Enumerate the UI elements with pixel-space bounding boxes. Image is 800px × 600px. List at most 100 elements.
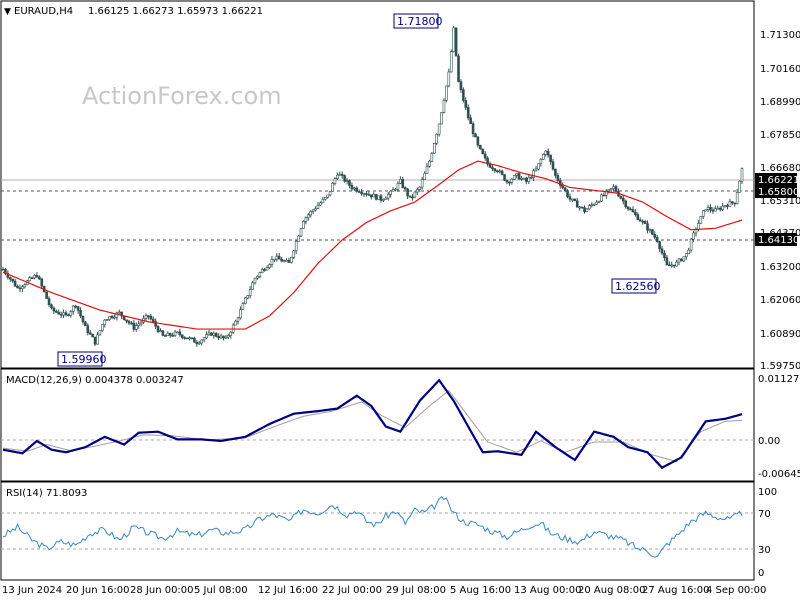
candle-body xyxy=(495,170,499,173)
candle-body xyxy=(435,133,439,144)
xtick-label: 29 Jul 08:00 xyxy=(386,585,446,596)
candle-body xyxy=(585,208,589,213)
candle-body xyxy=(212,333,216,336)
candle-body xyxy=(292,250,296,258)
candle-body xyxy=(323,197,327,200)
candle-body xyxy=(183,337,187,339)
candle-body xyxy=(374,194,378,200)
level-tag-1-65800-label: 1.65800 xyxy=(758,187,799,198)
level-tag-1-64130 xyxy=(755,233,797,246)
candle-body xyxy=(571,198,574,201)
candle-body xyxy=(658,241,661,250)
candle-body xyxy=(425,166,429,174)
candle-body xyxy=(716,207,720,210)
candle-body xyxy=(476,136,480,146)
candle-body xyxy=(290,256,293,263)
candle-body xyxy=(137,323,140,326)
candle-body xyxy=(648,229,652,232)
candle-body xyxy=(156,326,160,332)
candle-body xyxy=(554,168,557,176)
candle-body xyxy=(699,216,703,224)
candle-body xyxy=(171,335,174,337)
candle-body xyxy=(491,167,494,169)
macd-ytick-label: 0.00 xyxy=(758,436,780,447)
candle-body xyxy=(13,280,17,287)
candle-body xyxy=(355,187,359,192)
watermark: ActionForex.com xyxy=(82,82,282,110)
candle-body xyxy=(600,194,603,202)
candle-body xyxy=(432,143,436,154)
rsi-line xyxy=(2,496,743,558)
candle-body xyxy=(348,180,351,186)
candle-body xyxy=(55,310,58,313)
candle-body xyxy=(173,331,177,336)
rsi-ytick-label: 0 xyxy=(758,568,764,579)
candle-body xyxy=(115,312,119,318)
candle-body xyxy=(517,173,521,180)
candle-body xyxy=(505,180,509,183)
candle-body xyxy=(125,319,128,322)
candle-body xyxy=(682,256,686,262)
candle-body xyxy=(670,264,674,267)
candle-body xyxy=(222,335,225,339)
candle-body xyxy=(709,207,712,211)
high-label-box: 1.71800 xyxy=(393,13,443,29)
candle-body xyxy=(285,259,288,262)
candle-body xyxy=(413,191,417,198)
candle-body xyxy=(101,324,104,331)
candle-body xyxy=(275,255,279,260)
macd-panel-frame xyxy=(0,368,755,482)
candle-body xyxy=(253,277,257,284)
candle-body xyxy=(735,192,739,205)
xtick-label: 13 Aug 00:00 xyxy=(514,585,581,596)
candle-body xyxy=(445,85,448,101)
candle-body xyxy=(263,269,266,271)
candle-body xyxy=(251,282,254,290)
candle-body xyxy=(457,55,460,82)
candle-body xyxy=(304,217,308,222)
low-label-box-1: 1.59960 xyxy=(57,351,107,367)
candle-body xyxy=(91,333,94,338)
candle-body xyxy=(96,334,99,345)
candle-body xyxy=(641,220,644,223)
candle-body xyxy=(391,189,395,192)
candle-body xyxy=(399,179,402,184)
level-tag-1-64130-label: 1.64130 xyxy=(758,235,799,246)
candle-body xyxy=(372,194,376,198)
candle-body xyxy=(665,257,669,266)
candle-body xyxy=(210,332,213,336)
candle-body xyxy=(638,219,642,222)
rsi-ytick-label: 70 xyxy=(758,509,771,520)
chart-header-arrow-icon: ▼ xyxy=(4,7,11,17)
candle-body xyxy=(311,209,315,212)
candle-body xyxy=(280,258,283,262)
candle-body xyxy=(692,232,695,240)
candle-body xyxy=(30,277,34,279)
candle-body xyxy=(256,275,259,279)
candle-body xyxy=(590,204,594,207)
low-label-box-2: 1.62560 xyxy=(611,278,661,294)
candle-body xyxy=(113,316,116,319)
candle-body xyxy=(551,161,555,170)
candle-body xyxy=(379,195,383,201)
candle-body xyxy=(246,295,250,299)
candle-body xyxy=(248,289,252,296)
candle-body xyxy=(260,269,264,273)
candle-body xyxy=(59,313,63,316)
candle-body xyxy=(86,325,90,334)
candle-body xyxy=(714,208,717,212)
candle-body xyxy=(423,173,426,180)
candle-body xyxy=(241,303,245,310)
macd-line xyxy=(2,378,743,470)
candle-body xyxy=(369,194,373,198)
main-yaxis: 1.71300 1.70160 1.68990 1.67850 1.66680 … xyxy=(760,30,800,372)
candle-body xyxy=(236,317,240,322)
candle-body xyxy=(377,195,380,200)
candle-body xyxy=(64,312,68,316)
candle-body xyxy=(668,264,671,267)
candle-body xyxy=(471,123,475,135)
low-label-2: 1.62560 xyxy=(615,280,661,293)
candle-body xyxy=(180,334,184,338)
candle-body xyxy=(302,221,305,229)
candle-body xyxy=(214,333,218,337)
